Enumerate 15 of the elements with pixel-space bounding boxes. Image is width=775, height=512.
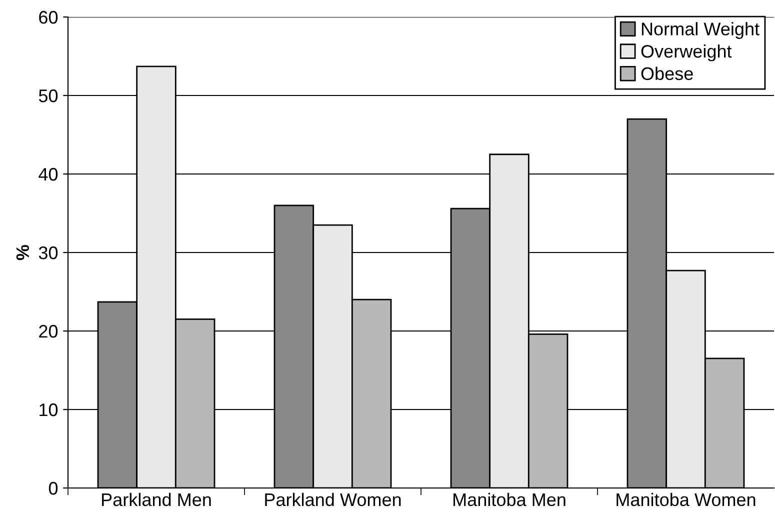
y-tick-label: 60 (39, 10, 58, 24)
x-tick-label: Parkland Women (265, 492, 401, 506)
x-tick-label: Manitoba Women (616, 492, 756, 506)
y-tick-label: 30 (38, 246, 58, 260)
y-tick-label: 0 (48, 482, 58, 495)
y-tick-label: 50 (38, 89, 58, 102)
y-axis-title: % (16, 244, 30, 260)
y-tick-label: 10 (40, 403, 58, 416)
legend-label: Overweight (641, 44, 732, 62)
x-tick-label: Parkland Men (102, 492, 211, 506)
y-tick-label: 20 (39, 324, 58, 338)
legend-label: Obese (641, 66, 693, 80)
legend-label: Normal Weight (642, 22, 760, 39)
x-tick-label: Manitoba Men (454, 492, 566, 506)
y-tick-label: 40 (38, 168, 58, 181)
